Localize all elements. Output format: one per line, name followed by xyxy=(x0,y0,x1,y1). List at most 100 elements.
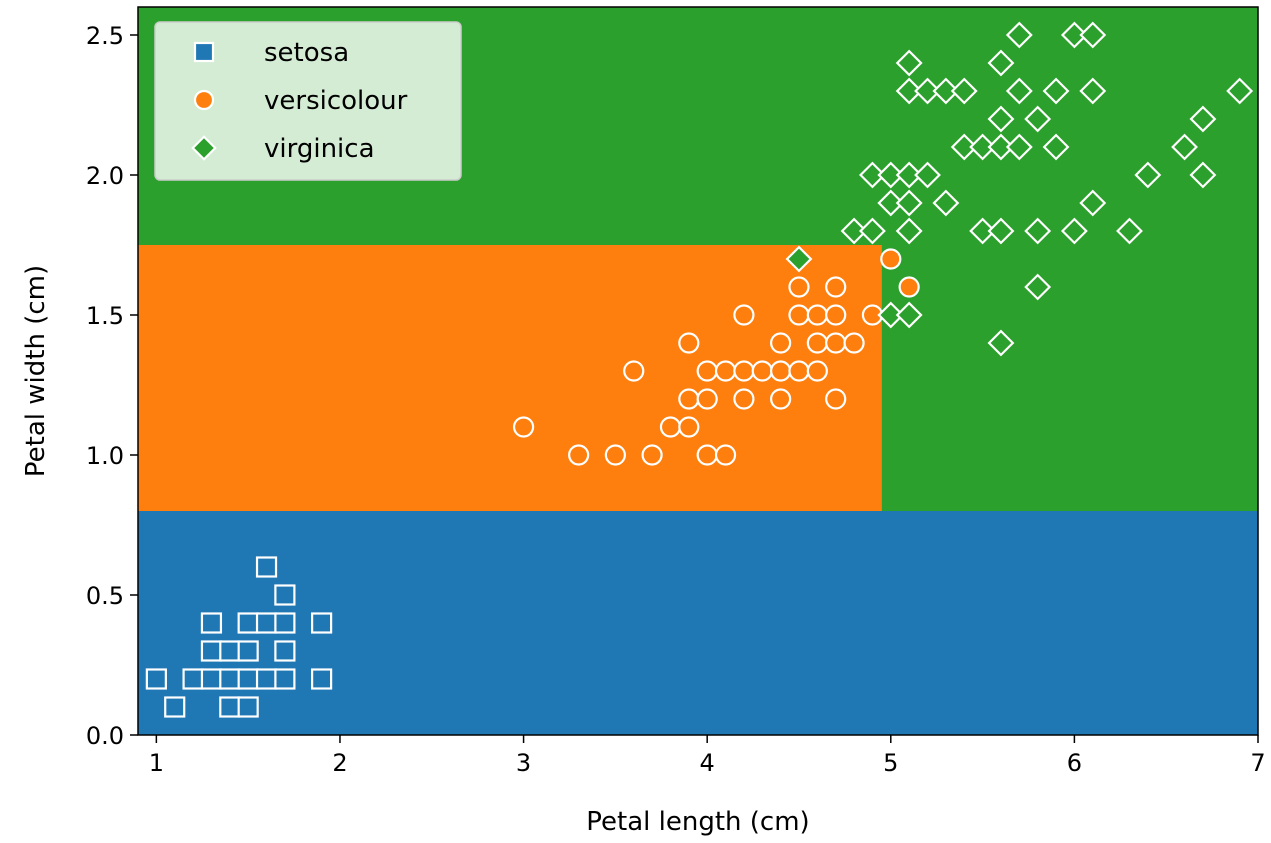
point-versicolour xyxy=(678,388,700,410)
point-virginica xyxy=(987,133,1015,161)
legend-label-versicolour: versicolour xyxy=(264,86,408,116)
point-setosa xyxy=(255,556,278,578)
point-virginica xyxy=(1024,105,1052,133)
point-versicolour xyxy=(770,332,792,354)
point-versicolour xyxy=(898,276,920,298)
point-versicolour xyxy=(825,388,847,410)
point-versicolour xyxy=(678,332,700,354)
point-setosa xyxy=(200,668,223,690)
point-versicolour xyxy=(788,360,810,382)
point-virginica xyxy=(987,217,1015,245)
x-tick-label: 1 xyxy=(149,749,164,777)
point-virginica xyxy=(1226,77,1254,105)
region-virginica xyxy=(881,245,1258,511)
point-virginica xyxy=(858,161,886,189)
region-setosa xyxy=(138,511,1258,735)
point-virginica xyxy=(969,217,997,245)
point-setosa xyxy=(237,612,259,634)
point-versicolour xyxy=(788,304,810,326)
point-virginica xyxy=(1079,21,1107,49)
point-virginica xyxy=(877,161,905,189)
point-virginica xyxy=(1079,77,1107,105)
point-versicolour xyxy=(696,388,718,410)
point-versicolour xyxy=(696,444,718,466)
point-virginica xyxy=(969,133,997,161)
point-virginica xyxy=(1116,217,1143,245)
point-versicolour xyxy=(751,360,773,382)
point-virginica xyxy=(895,217,923,245)
point-versicolour xyxy=(880,248,902,270)
y-tick-label: 1.5 xyxy=(86,302,124,330)
point-setosa xyxy=(255,668,278,690)
point-versicolour xyxy=(806,304,828,326)
y-axis-label: Petal width (cm) xyxy=(21,265,51,477)
point-setosa xyxy=(164,696,186,718)
point-versicolour xyxy=(659,416,682,438)
point-versicolour xyxy=(806,360,828,382)
point-virginica xyxy=(1005,133,1033,161)
point-setosa xyxy=(255,612,278,634)
point-versicolour xyxy=(623,360,645,382)
point-versicolour xyxy=(568,444,590,466)
point-versicolour xyxy=(733,360,755,382)
legend-marker-setosa xyxy=(193,41,215,63)
y-tick-label: 1.0 xyxy=(86,442,124,470)
point-versicolour xyxy=(733,388,755,410)
x-tick-label: 2 xyxy=(332,749,347,777)
x-tick-label: 5 xyxy=(883,749,898,777)
point-virginica xyxy=(1134,161,1162,189)
point-setosa xyxy=(237,640,259,662)
point-setosa xyxy=(274,612,296,634)
y-tick-label: 2.0 xyxy=(86,162,124,190)
point-versicolour xyxy=(733,304,755,326)
legend-box xyxy=(154,21,462,181)
point-virginica xyxy=(950,77,978,105)
point-versicolour xyxy=(843,332,865,354)
point-versicolour xyxy=(825,332,847,354)
point-virginica xyxy=(877,189,905,217)
legend-marker-versicolour xyxy=(193,89,215,111)
point-versicolour xyxy=(770,360,792,382)
point-virginica xyxy=(840,217,868,245)
point-setosa xyxy=(274,640,296,662)
point-virginica xyxy=(987,329,1015,357)
point-setosa xyxy=(219,668,241,690)
point-setosa xyxy=(200,640,223,662)
point-virginica xyxy=(1060,21,1088,49)
point-setosa xyxy=(274,584,296,606)
point-virginica xyxy=(895,301,923,329)
point-setosa xyxy=(274,668,296,690)
point-virginica xyxy=(1042,133,1070,161)
point-setosa xyxy=(237,668,259,690)
point-versicolour xyxy=(641,444,663,466)
legend-marker-virginica xyxy=(191,135,217,161)
point-versicolour xyxy=(770,388,792,410)
point-virginica xyxy=(895,77,923,105)
scatter-points xyxy=(145,21,1254,718)
point-virginica xyxy=(1189,161,1217,189)
x-tick-label: 6 xyxy=(1067,749,1082,777)
point-virginica xyxy=(1171,133,1198,161)
point-virginica xyxy=(895,189,923,217)
series-versicolour xyxy=(512,248,920,466)
x-tick-label: 4 xyxy=(700,749,715,777)
point-virginica xyxy=(785,245,813,273)
x-axis-label: Petal length (cm) xyxy=(586,807,809,837)
point-virginica xyxy=(1024,217,1052,245)
point-setosa xyxy=(219,696,241,718)
point-setosa xyxy=(311,668,333,690)
point-virginica xyxy=(877,301,905,329)
point-versicolour xyxy=(806,332,828,354)
point-versicolour xyxy=(696,360,718,382)
point-versicolour xyxy=(788,276,810,298)
point-virginica xyxy=(987,49,1015,77)
series-virginica xyxy=(785,21,1254,357)
y-tick-label: 0.5 xyxy=(86,582,124,610)
point-setosa xyxy=(145,668,167,690)
point-setosa xyxy=(237,696,259,718)
point-versicolour xyxy=(512,416,535,438)
point-virginica xyxy=(1005,77,1033,105)
point-versicolour xyxy=(678,416,700,438)
point-virginica xyxy=(1060,217,1088,245)
